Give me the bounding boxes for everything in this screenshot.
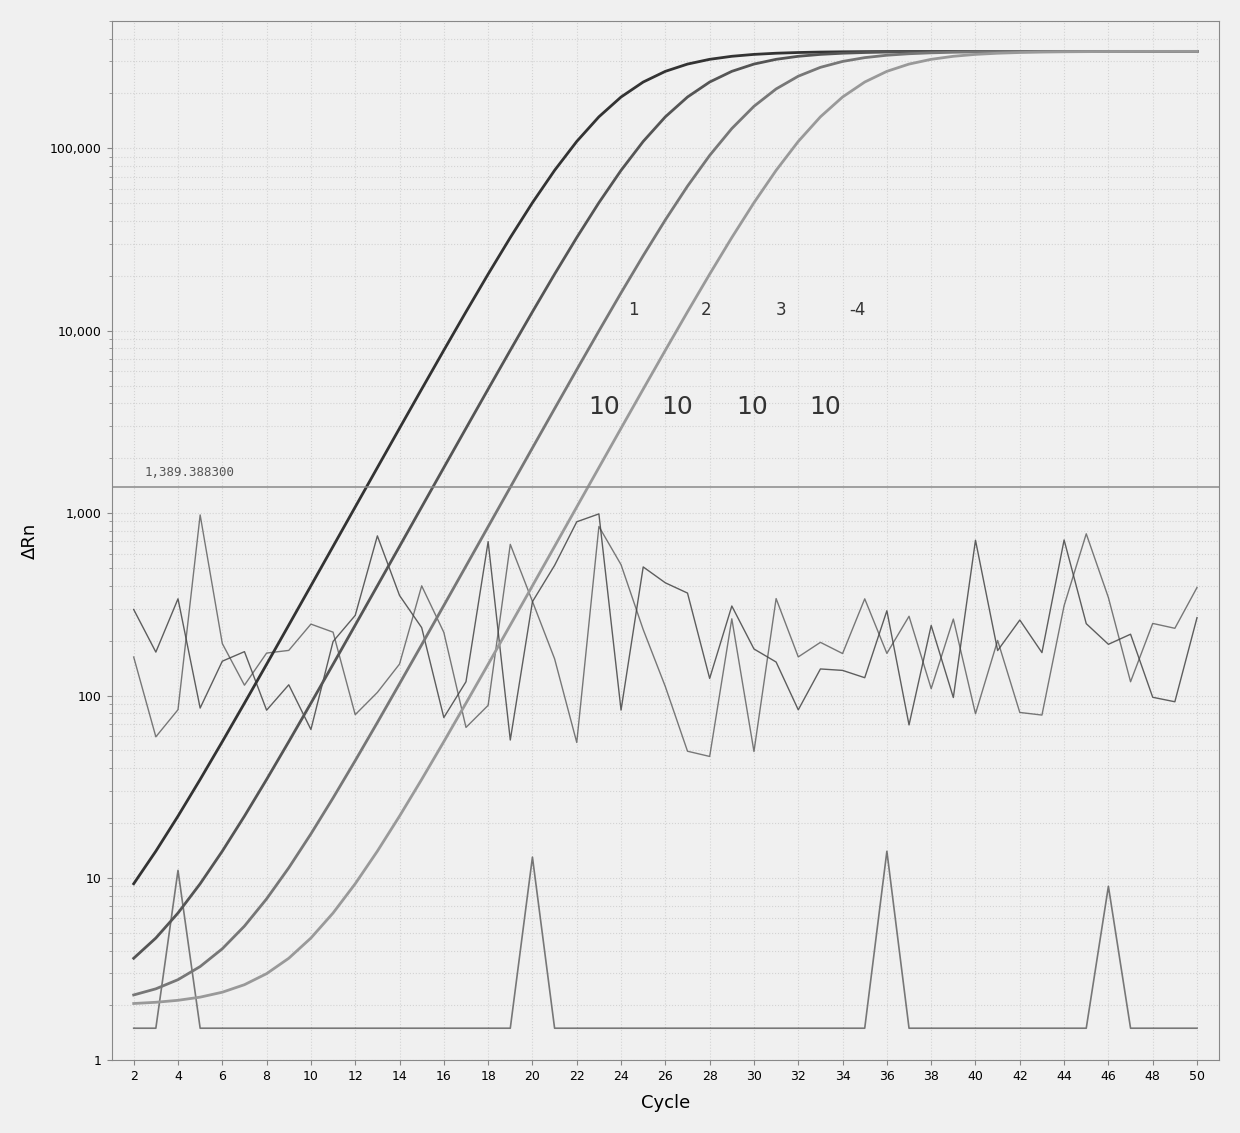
Text: 2: 2 — [701, 300, 712, 318]
Text: -4: -4 — [849, 300, 866, 318]
Text: 10: 10 — [661, 395, 693, 419]
Text: 1: 1 — [627, 300, 639, 318]
Text: 10: 10 — [810, 395, 841, 419]
Text: 10: 10 — [588, 395, 620, 419]
X-axis label: Cycle: Cycle — [641, 1094, 689, 1113]
Y-axis label: ΔRn: ΔRn — [21, 522, 38, 559]
Text: 1,389.388300: 1,389.388300 — [145, 466, 234, 479]
Text: 10: 10 — [737, 395, 768, 419]
Text: 3: 3 — [776, 300, 786, 318]
